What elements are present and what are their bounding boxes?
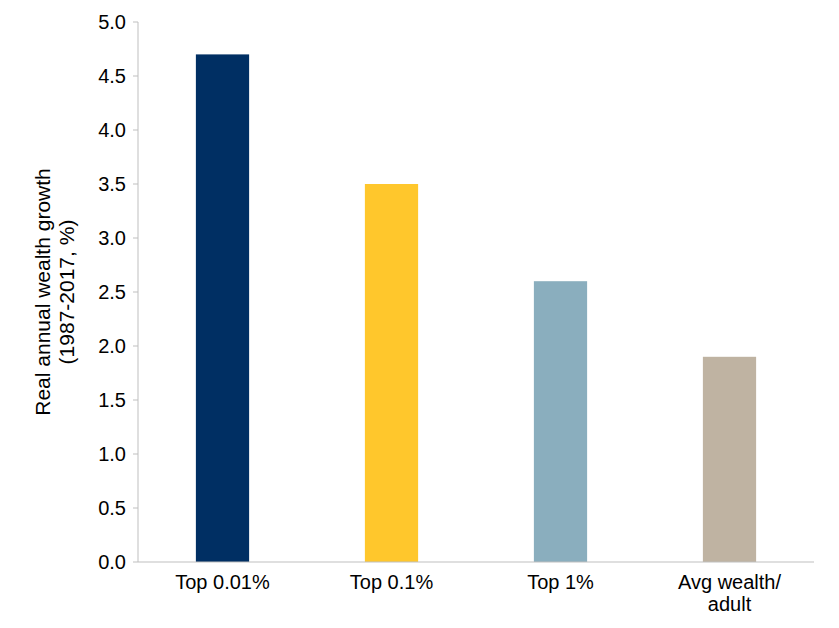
y-tick-label: 0.5 (98, 497, 126, 519)
y-tick-label: 3.5 (98, 173, 126, 195)
y-axis-label: Real annual wealth growth(1987-2017, %) (31, 168, 78, 416)
y-axis-label-line: (1987-2017, %) (55, 220, 78, 365)
y-tick (133, 184, 138, 185)
y-tick-label: 4.5 (98, 65, 126, 87)
bars (196, 54, 756, 562)
bar (534, 281, 587, 562)
x-tick-label: Top 0.01% (158, 571, 288, 593)
chart-svg: 0.0 0.5 1.0 1.5 2.0 2.5 3.0 3.5 4.0 4.5 5.0 Real an… (0, 0, 839, 628)
y-tick-label: 1.5 (98, 389, 126, 411)
x-tick-label: Avg wealth/ adult (665, 571, 795, 615)
y-tick (133, 292, 138, 293)
bar (196, 54, 249, 562)
y-tick (133, 400, 138, 401)
y-tick (133, 346, 138, 347)
bar (703, 357, 756, 562)
y-tick (133, 22, 138, 23)
chart: 0.0 0.5 1.0 1.5 2.0 2.5 3.0 3.5 4.0 4.5 5.0 Real an… (0, 0, 839, 628)
y-tick (133, 508, 138, 509)
y-tick (133, 454, 138, 455)
x-tick-label: Top 1% (496, 571, 626, 593)
y-tick (133, 76, 138, 77)
y-axis-label-line: Real annual wealth growth (31, 168, 54, 416)
x-axis (138, 562, 814, 563)
y-tick (133, 130, 138, 131)
y-tick (133, 562, 138, 563)
y-tick-label: 2.0 (98, 335, 126, 357)
y-tick-label: 5.0 (98, 11, 126, 33)
x-tick-label: Top 0.1% (327, 571, 457, 593)
y-tick-label: 4.0 (98, 119, 126, 141)
y-tick (133, 238, 138, 239)
y-tick-label: 3.0 (98, 227, 126, 249)
y-tick-label: 1.0 (98, 443, 126, 465)
bar (365, 184, 418, 562)
y-tick-label: 0.0 (98, 551, 126, 573)
y-tick-label: 2.5 (98, 281, 126, 303)
